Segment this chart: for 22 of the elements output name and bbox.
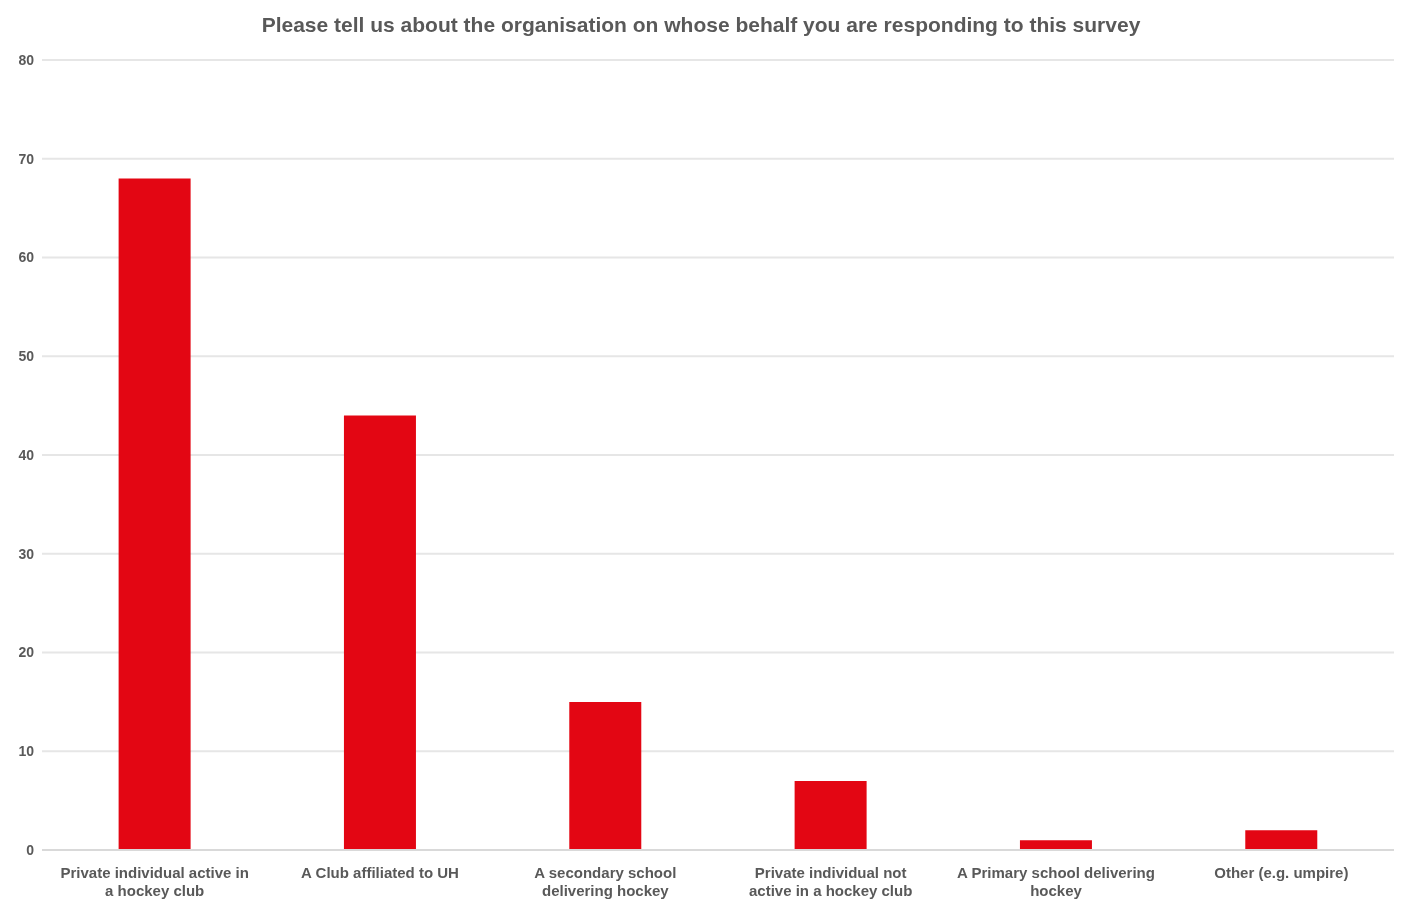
y-tick-label: 50: [18, 348, 35, 365]
x-tick-label: A secondary school delivering hockey: [534, 864, 677, 899]
y-tick-label: 30: [18, 545, 35, 562]
y-tick-label: 60: [18, 249, 35, 266]
bar: [1245, 830, 1318, 850]
y-tick-label: 20: [18, 644, 35, 661]
y-tick-label: 40: [18, 446, 35, 463]
bar: [343, 415, 416, 850]
bar: [118, 178, 191, 850]
x-tick-label: A Club affiliated to UH: [301, 864, 459, 881]
y-tick-label: 80: [18, 51, 35, 68]
bar: [569, 701, 642, 850]
y-tick-label: 10: [18, 743, 35, 760]
x-tick-label: Other (e.g. umpire): [1214, 864, 1349, 881]
x-tick-label: A Primary school delivering hockey: [957, 864, 1155, 899]
y-tick-label: 70: [18, 150, 35, 167]
y-tick-label: 0: [26, 841, 35, 858]
chart-title: Please tell us about the organisation on whose behalf you are responding to this survey: [260, 12, 1142, 38]
x-tick-label: Private individual active in a hockey club: [60, 864, 249, 899]
x-tick-label: Private individual not active in a hockey club: [748, 864, 913, 899]
bar: [1019, 840, 1092, 850]
bar: [794, 780, 867, 850]
